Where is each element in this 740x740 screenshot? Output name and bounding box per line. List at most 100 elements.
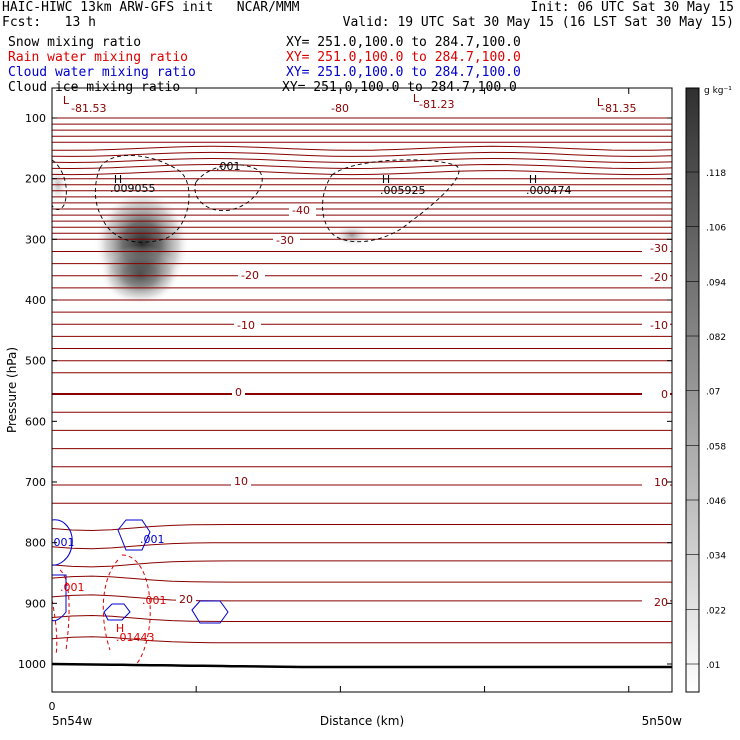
colorbar-tick-label: .118	[706, 169, 726, 179]
contour-value-label: .001	[60, 581, 85, 594]
colorbar-tick-label: .058	[706, 442, 726, 452]
temperature-contour	[52, 594, 672, 602]
contour-value-label: .001	[142, 594, 167, 607]
temperature-label-bg	[416, 98, 464, 111]
plot-frame	[51, 87, 673, 693]
x-tick-label: 0	[49, 700, 56, 713]
cloud-water-contour	[52, 519, 73, 566]
rain-contour	[102, 559, 119, 651]
field-rain-xy: XY= 251.0,100.0 to 284.7,100.0	[286, 50, 521, 65]
header-valid: Valid: 19 UTC Sat 30 May 15 (16 LST Sat …	[342, 15, 734, 30]
y-tick-label: 500	[25, 355, 46, 368]
field-snow-xy: XY= 251.0,100.0 to 284.7,100.0	[286, 35, 521, 50]
temperature-label-bg	[238, 269, 265, 282]
temperature-label: -20	[241, 269, 259, 282]
y-tick-label: 900	[25, 597, 46, 610]
extremum-value: .009055	[110, 182, 156, 195]
temperature-contour	[52, 151, 672, 157]
field-cloudwater-xy: XY= 251.0,100.0 to 284.7,100.0	[286, 65, 521, 80]
temperature-contour	[52, 560, 672, 568]
temperature-label: -81.53	[71, 102, 106, 115]
temperature-label: -10	[237, 319, 255, 332]
snow-contour	[322, 159, 460, 243]
temperature-contour	[52, 636, 672, 644]
colorbar-tick-label: .106	[706, 224, 726, 234]
y-tick-label: 100	[25, 112, 46, 125]
extremum-h-marker: H	[382, 173, 390, 186]
temperature-contour	[52, 614, 672, 622]
extremum-value: .005925	[380, 184, 426, 197]
temperature-label-bg	[273, 234, 300, 247]
y-tick-label: 700	[25, 476, 46, 489]
temperature-label-bg	[642, 319, 670, 332]
y-tick-label: 800	[25, 537, 46, 550]
cloud-water-contour	[117, 519, 151, 551]
temperature-label-bg	[231, 475, 251, 488]
extremum-l-marker: L	[597, 96, 604, 109]
ice-small-shading	[332, 223, 372, 247]
cloud-water-contour	[103, 603, 131, 621]
snow-contour	[94, 155, 190, 243]
colorbar-tick-label: .034	[706, 552, 726, 562]
y-tick-label: 600	[25, 415, 46, 428]
x-right-location: 5n50w	[642, 714, 683, 728]
colorbar-tick-label: .082	[706, 333, 726, 343]
temperature-label-bg	[642, 476, 670, 489]
y-tick-label: 300	[25, 233, 46, 246]
colorbar-unit: g kg⁻¹	[704, 86, 732, 96]
cloud-water-contour	[52, 574, 67, 622]
temperature-label: 20	[179, 593, 193, 606]
field-snow-name: Snow mixing ratio	[8, 35, 142, 50]
header-title: HAIC-HIWC 13km ARW-GFS init NCAR/MMM	[2, 0, 300, 15]
temperature-label-bg	[642, 596, 670, 609]
temperature-contour	[52, 157, 672, 164]
terrain-line	[52, 662, 672, 669]
temperature-label-bg	[176, 593, 196, 606]
temperature-label-bg	[642, 242, 670, 255]
contour-value-label: .001	[50, 536, 75, 549]
extremum-h-marker: H	[529, 173, 537, 186]
contour-value-label: .001	[216, 160, 241, 173]
y-tick-label: 200	[25, 173, 46, 186]
temperature-contour	[52, 170, 672, 176]
temperature-label: -81.23	[419, 98, 454, 111]
colorbar-tick-label: .07	[706, 388, 720, 398]
header-init: Init: 06 UTC Sat 30 May 15	[530, 0, 735, 15]
temperature-label: -80	[331, 102, 349, 115]
temperature-label-bg	[328, 102, 355, 115]
temperature-label-bg	[289, 204, 316, 217]
temperature-label-right: -20	[650, 271, 668, 284]
temperature-label-right: -30	[650, 242, 668, 255]
temperature-contour	[52, 145, 672, 151]
snow-contour	[52, 159, 67, 210]
temperature-label: -40	[292, 204, 310, 217]
temperature-label-right: 20	[654, 596, 668, 609]
ice-secondary-shading	[100, 245, 180, 305]
colorbar-tick-label: .094	[706, 278, 726, 288]
temperature-label-right: 0	[661, 388, 668, 401]
rain-contour	[121, 554, 151, 666]
temperature-label: 0	[235, 386, 242, 399]
x-axis-label: Distance (km)	[320, 714, 404, 728]
temperature-contour	[52, 542, 672, 550]
temperature-label-bg	[234, 319, 261, 332]
temperature-label-bg	[68, 102, 116, 115]
temperature-contour	[52, 524, 672, 532]
colorbar-tick-label: .01	[706, 661, 720, 671]
temperature-label-bg	[232, 386, 245, 399]
temperature-label-right: -10	[650, 319, 668, 332]
contour-value-label: .001	[140, 533, 165, 546]
extremum-l-marker: L	[413, 92, 420, 105]
temperature-label-bg	[642, 388, 670, 401]
field-cloudwater-name: Cloud water mixing ratio	[8, 65, 196, 80]
header-forecast: Fcst: 13 h	[2, 15, 96, 30]
temperature-contour	[52, 575, 672, 583]
extremum-value: .01443	[116, 631, 155, 644]
extremum-h-marker: H	[114, 173, 122, 186]
cloud-water-contour	[191, 600, 229, 624]
temperature-label-bg	[642, 271, 670, 284]
temperature-label: 10	[234, 475, 248, 488]
field-rain-name: Rain water mixing ratio	[8, 50, 189, 65]
y-tick-label: 1000	[18, 658, 46, 671]
